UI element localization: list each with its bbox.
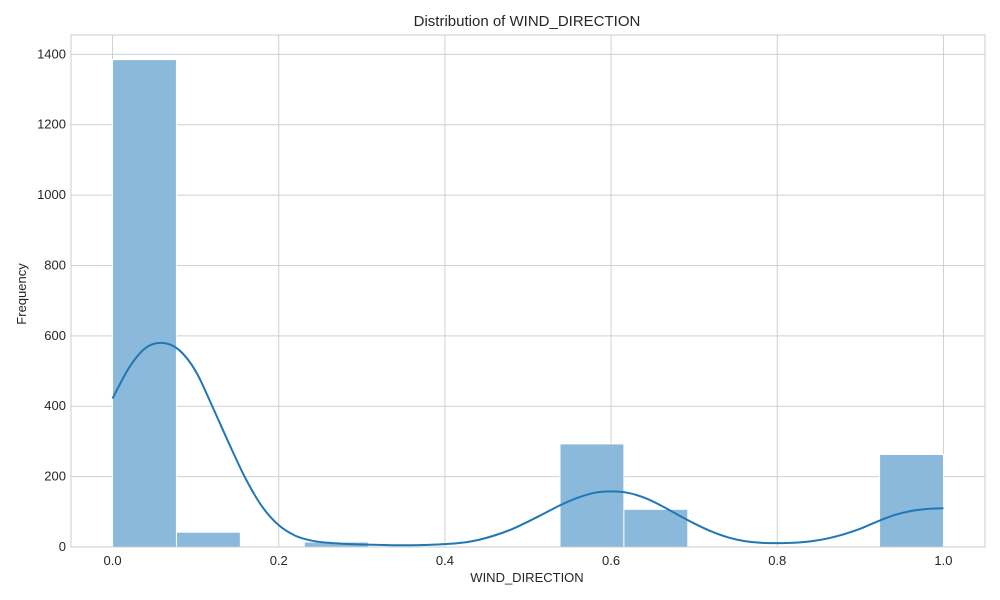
y-tick-label: 1000 [37,187,66,202]
kde-curve-group [111,341,944,547]
y-tick-label: 0 [59,539,66,554]
x-tick-label: 1.0 [934,553,952,568]
x-tick-label: 0.2 [270,553,288,568]
x-tick-labels: 0.0 0.2 0.4 0.6 0.8 1.0 [104,553,953,568]
kde-curve [111,341,944,547]
y-tick-label: 1200 [37,117,66,132]
x-tick-label: 0.0 [104,553,122,568]
histogram-bars [112,59,944,548]
y-axis-title: Frequency [14,263,29,325]
histogram-bar-0 [112,59,177,548]
grid-lines [71,35,985,548]
plot-frame [70,34,986,548]
histogram-bar-12 [879,453,944,548]
y-tick-label: 1400 [37,46,66,61]
x-axis-title: WIND_DIRECTION [470,570,583,585]
y-tick-label: 200 [44,469,66,484]
histogram-bar-8 [623,508,689,548]
y-tick-label: 400 [44,398,66,413]
x-tick-label: 0.4 [436,553,454,568]
histogram-bar-1 [175,531,241,548]
chart-title: Distribution of WIND_DIRECTION [414,13,641,30]
histogram-bar-7 [559,443,625,548]
y-tick-label: 800 [44,257,66,272]
y-tick-labels: 0 200 400 600 800 1000 1200 1400 [37,46,66,554]
x-tick-label: 0.6 [602,553,620,568]
y-tick-label: 600 [44,328,66,343]
x-tick-label: 0.8 [768,553,786,568]
